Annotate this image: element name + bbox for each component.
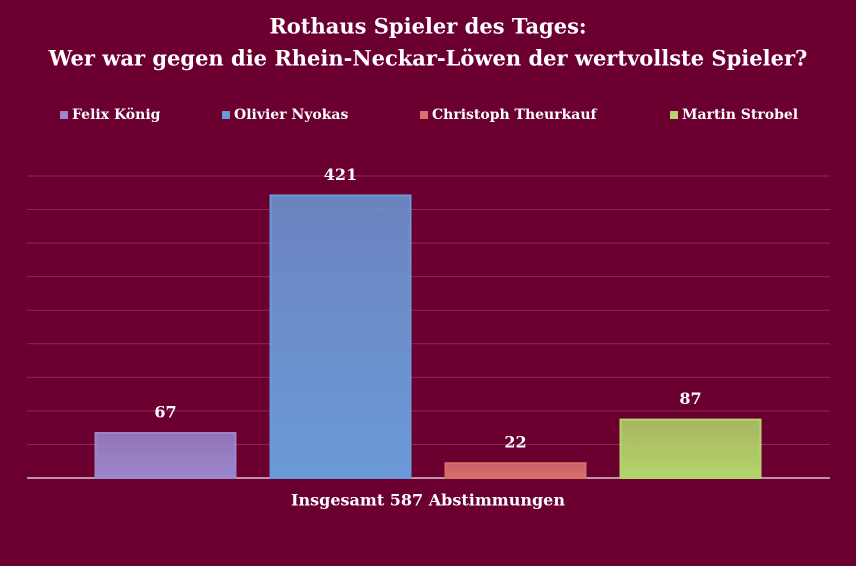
legend-label: Martin Strobel xyxy=(682,107,798,123)
value-label: 87 xyxy=(679,389,701,408)
chart-subtitle: Wer war gegen die Rhein-Neckar-Löwen der… xyxy=(48,46,808,71)
legend-marker xyxy=(670,111,678,119)
bar xyxy=(269,194,412,479)
bar xyxy=(619,418,762,480)
value-label: 22 xyxy=(504,433,526,452)
bar xyxy=(94,432,237,479)
bar xyxy=(444,462,587,480)
legend-marker xyxy=(222,111,230,119)
legend-label: Olivier Nyokas xyxy=(234,107,348,123)
value-label: 421 xyxy=(324,165,357,184)
legend-marker xyxy=(420,111,428,119)
legend-label: Felix König xyxy=(72,107,161,123)
x-axis-label: Insgesamt 587 Abstimmungen xyxy=(291,491,565,510)
legend-marker xyxy=(60,111,68,119)
value-label: 67 xyxy=(154,403,176,422)
legend-label: Christoph Theurkauf xyxy=(432,107,598,123)
chart-title: Rothaus Spieler des Tages: xyxy=(269,14,586,39)
